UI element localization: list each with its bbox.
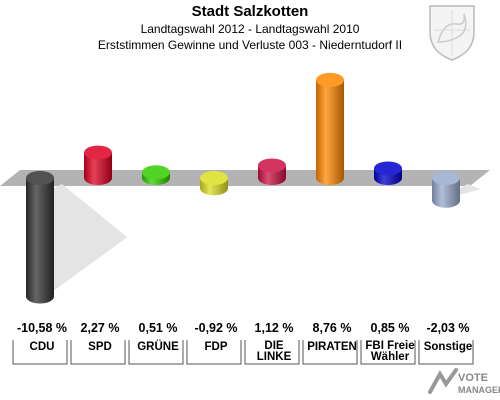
bar-cap-1: [84, 145, 112, 160]
category-frame-3: [186, 340, 242, 365]
bar-cap-4: [258, 158, 286, 173]
category-frame-0: [12, 340, 68, 365]
bar-cap-0: [26, 171, 54, 185]
bar-cap-3: [200, 171, 228, 185]
chart-subtitle-election: Landtagswahl 2012 - Landtagswahl 2010: [140, 22, 360, 36]
bar-cdu: [26, 178, 54, 304]
bar-cap-7: [432, 171, 460, 185]
category-frame-4: [244, 340, 300, 365]
category-frame-5: [302, 340, 358, 365]
category-label-4-line1: DIE: [264, 340, 284, 352]
chart-title: Stadt Salzkotten: [191, 3, 309, 20]
category-frame-7: [418, 340, 474, 365]
watermark-line2: MANAGER: [458, 385, 500, 395]
category-label-5: PIRATEN: [307, 341, 357, 353]
votemanager-watermark: VOTE MANAGER: [428, 368, 500, 395]
category-frame-2: [128, 340, 184, 365]
category-label-6-line1: FBI Freie: [365, 340, 414, 352]
value-label-2: 0,51 %: [139, 321, 178, 335]
category-label-7: Sonstige: [424, 341, 473, 353]
value-label-0: -10,58 %: [17, 321, 67, 335]
bar-spd: [84, 152, 112, 185]
category-label-3: FDP: [205, 341, 228, 353]
category-label-4-line2: LINKE: [257, 351, 292, 363]
bar-cap-5: [316, 72, 344, 87]
value-label-1: 2,27 %: [81, 321, 120, 335]
category-label-6-line2: Wähler: [371, 351, 410, 363]
value-label-5: 8,76 %: [313, 321, 352, 335]
bar-cap-6: [374, 161, 402, 176]
chart-subtitle-district: Erststimmen Gewinne und Verluste 003 - N…: [97, 38, 403, 52]
watermark-line1: VOTE: [458, 372, 488, 384]
category-frame-1: [70, 340, 126, 365]
bar-piraten: [316, 79, 344, 185]
category-frame-6: [360, 340, 416, 365]
bar-shadow-7: [460, 184, 481, 195]
zero-line-band: [0, 170, 490, 186]
category-label-2: GRÜNE: [137, 340, 179, 353]
bar-shadow-0: [54, 184, 128, 291]
value-label-7: -2,03 %: [426, 321, 469, 335]
category-label-1: SPD: [88, 341, 112, 353]
bar-cap-2: [142, 165, 170, 180]
category-label-0: CDU: [30, 341, 55, 353]
value-label-3: -0,92 %: [194, 321, 237, 335]
value-label-6: 0,85 %: [371, 321, 410, 335]
bar-sonstige: [432, 178, 460, 208]
value-label-4: 1,12 %: [255, 321, 294, 335]
coat-of-arms-logo: [429, 5, 475, 61]
